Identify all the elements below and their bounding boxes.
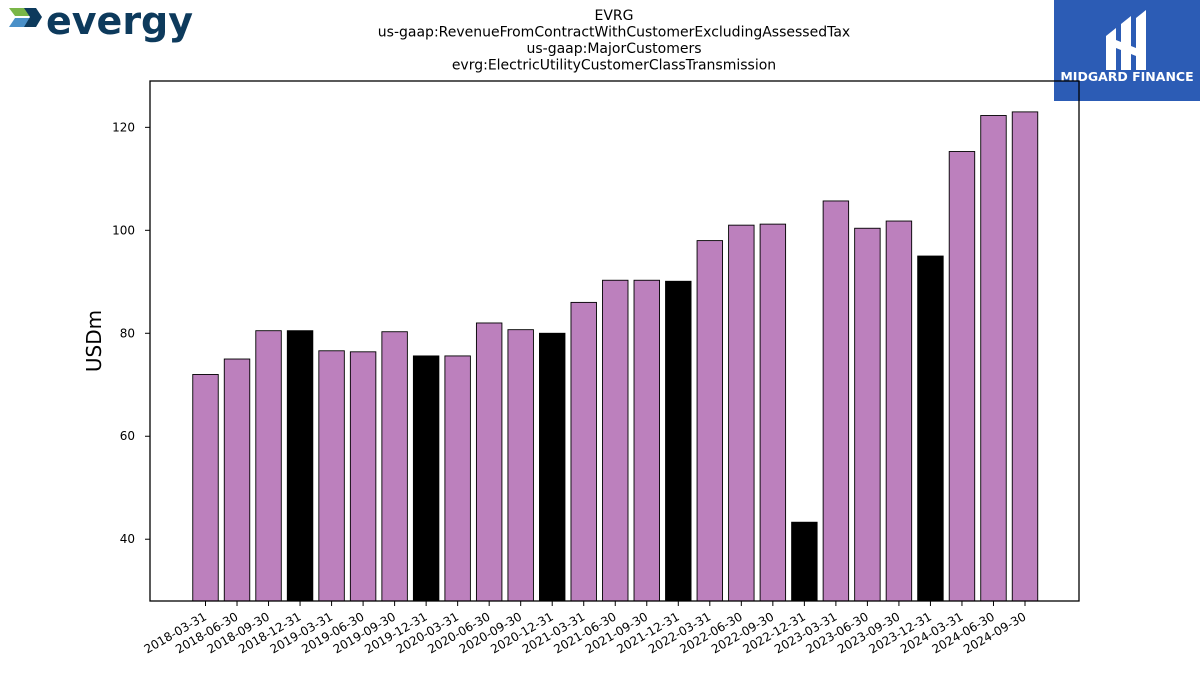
bar-2024-09-30 — [1011, 111, 1039, 602]
title-line-4: evrg:ElectricUtilityCustomerClassTransmi… — [452, 58, 776, 74]
logo-text: evergy — [46, 0, 193, 43]
brand-text: MIDGARD FINANCE — [1060, 69, 1193, 84]
y-axis: 40 60 80 100 120 — [112, 120, 150, 546]
bar-2024-03-31 — [948, 151, 976, 602]
bar-series — [192, 111, 1039, 602]
plot-frame — [149, 80, 1080, 602]
brand-mark-icon — [1106, 10, 1146, 70]
bar-2020-09-30 — [507, 329, 534, 602]
bar-2022-12-31 — [791, 521, 818, 602]
chart-title: EVRGus-gaap:RevenueFromContractWithCusto… — [378, 8, 850, 74]
evergy-logo: evergy — [9, 0, 193, 43]
bar-2021-09-30 — [633, 279, 660, 602]
bar-2021-12-31 — [665, 280, 692, 602]
bar-2023-03-31 — [822, 200, 850, 602]
bar-2019-12-31 — [412, 355, 440, 602]
title-line-2: us-gaap:RevenueFromContractWithCustomerE… — [378, 25, 850, 41]
bar-2020-12-31 — [539, 332, 566, 602]
x-axis: 2018-03-312018-06-302018-09-302018-12-31… — [142, 601, 1029, 656]
y-axis-label: USDm — [82, 310, 106, 372]
bar-2023-09-30 — [885, 220, 913, 602]
y-tick-label: 100 — [112, 223, 135, 237]
y-tick-label: 60 — [120, 429, 135, 443]
bar-2018-09-30 — [255, 330, 282, 602]
bar-2022-09-30 — [759, 223, 787, 602]
bar-2023-06-30 — [854, 227, 881, 602]
bar-2022-03-31 — [696, 240, 724, 602]
bar-2018-12-31 — [286, 330, 314, 602]
y-tick-label: 120 — [112, 120, 135, 134]
bar-2020-03-31 — [444, 355, 471, 602]
midgard-brand: MIDGARD FINANCE — [1054, 0, 1200, 101]
bar-2023-12-31 — [917, 255, 944, 602]
title-line-1: EVRG — [595, 8, 634, 24]
y-tick-label: 40 — [120, 532, 135, 546]
logo-chevron-navy — [24, 8, 42, 27]
bar-2021-06-30 — [602, 279, 629, 602]
bar-2020-06-30 — [475, 322, 503, 602]
y-tick-label: 80 — [120, 326, 135, 340]
bar-2018-06-30 — [223, 358, 251, 602]
bar-2024-06-30 — [980, 115, 1007, 602]
bar-2022-06-30 — [728, 224, 755, 602]
bar-2018-03-31 — [192, 374, 219, 602]
bar-2019-03-31 — [318, 350, 345, 602]
bar-2021-03-31 — [570, 301, 597, 602]
bar-2019-09-30 — [381, 331, 408, 602]
bar-2019-06-30 — [349, 351, 377, 602]
title-line-3: us-gaap:MajorCustomers — [526, 41, 701, 57]
